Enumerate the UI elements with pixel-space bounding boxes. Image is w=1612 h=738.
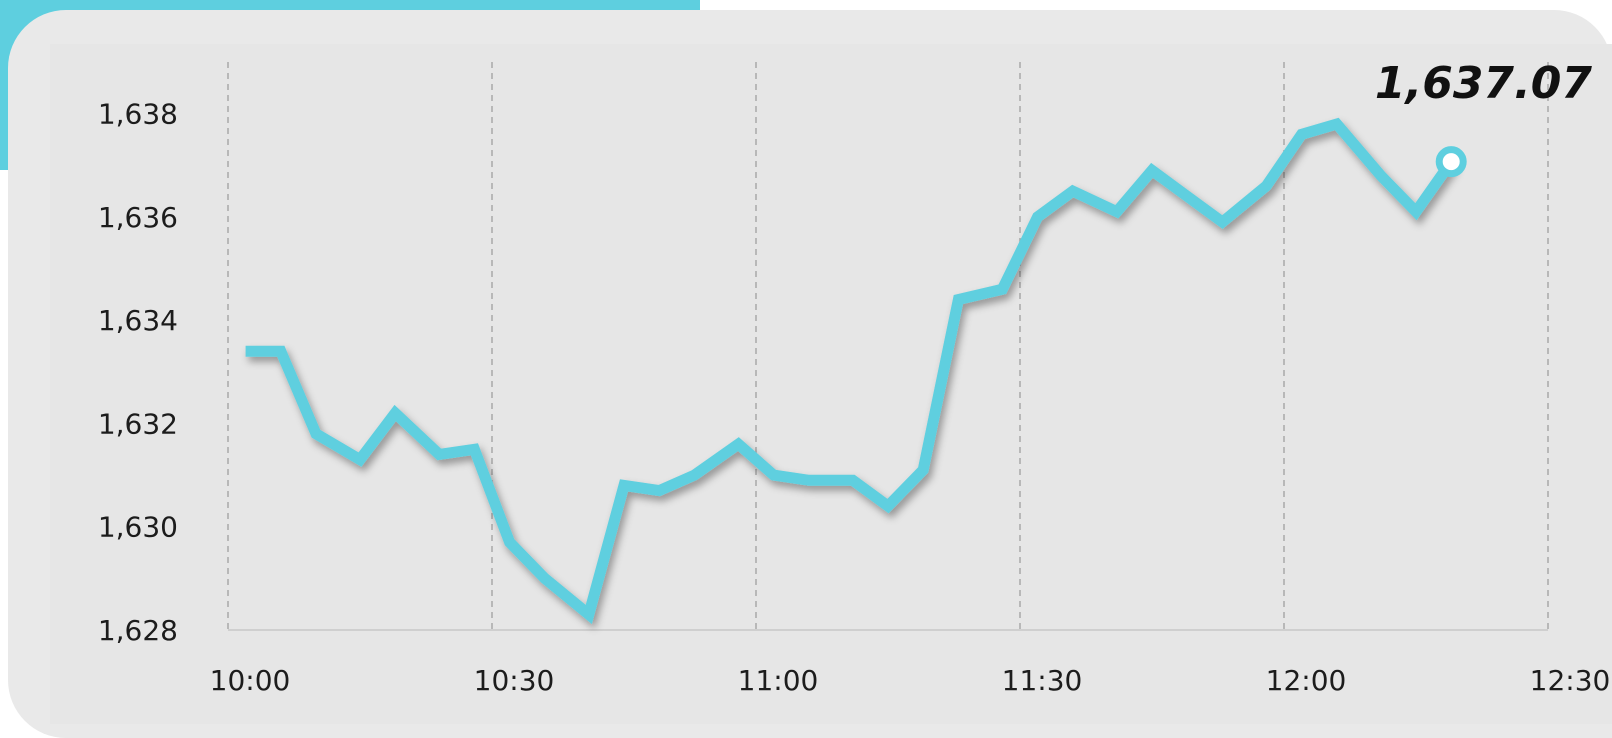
marker-layer <box>1435 146 1467 178</box>
x-tick-label: 11:00 <box>738 664 819 697</box>
x-tick-label: 11:30 <box>1002 664 1083 697</box>
y-tick-label: 1,632 <box>98 407 178 440</box>
series-layer <box>245 117 1456 625</box>
gridlines <box>227 62 1549 630</box>
chart-card-inner <box>50 44 1612 724</box>
y-tick-label: 1,630 <box>98 511 178 544</box>
series-line <box>245 117 1456 625</box>
x-tick-label: 10:00 <box>210 664 291 697</box>
x-tick-label: 12:00 <box>1266 664 1347 697</box>
y-tick-label: 1,636 <box>98 201 178 234</box>
y-axis-tick-labels: 1,628 1,630 1,632 1,634 1,636 1,638 <box>98 98 178 647</box>
x-axis-tick-labels: 10:00 10:30 11:00 11:30 12:00 12:30 <box>210 664 1611 697</box>
y-tick-label: 1,634 <box>98 304 178 337</box>
x-tick-label: 10:30 <box>474 664 555 697</box>
last-point-marker <box>1435 146 1467 178</box>
x-tick-label: 12:30 <box>1530 664 1611 697</box>
last-value-label: 1,637.07 <box>1375 58 1593 109</box>
y-tick-label: 1,638 <box>98 98 178 131</box>
y-tick-label: 1,628 <box>98 614 178 647</box>
